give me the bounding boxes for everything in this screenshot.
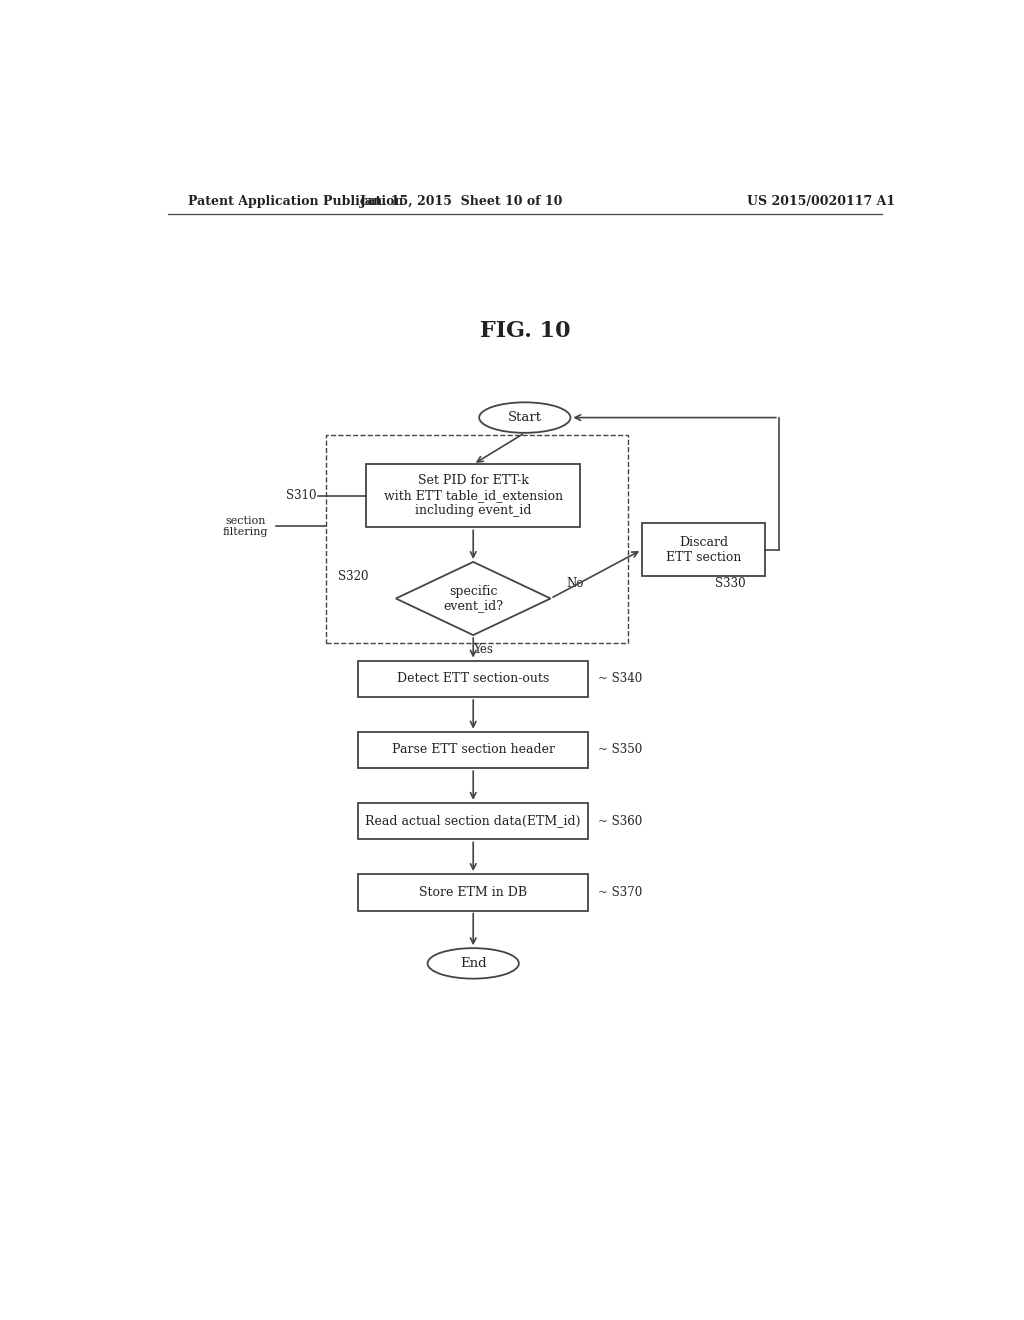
Text: US 2015/0020117 A1: US 2015/0020117 A1 <box>748 194 895 207</box>
Text: S320: S320 <box>338 570 368 583</box>
Text: Detect ETT section-outs: Detect ETT section-outs <box>397 672 549 685</box>
Text: ~ S340: ~ S340 <box>598 672 642 685</box>
Text: No: No <box>566 577 584 590</box>
Text: S330: S330 <box>715 577 745 590</box>
Text: Jan. 15, 2015  Sheet 10 of 10: Jan. 15, 2015 Sheet 10 of 10 <box>359 194 563 207</box>
Bar <box>327 434 628 643</box>
Bar <box>358 731 588 768</box>
Bar <box>367 465 581 528</box>
Text: End: End <box>460 957 486 970</box>
Text: Read actual section data(ETM_id): Read actual section data(ETM_id) <box>366 814 581 828</box>
Text: ~ S360: ~ S360 <box>598 814 642 828</box>
Text: Store ETM in DB: Store ETM in DB <box>419 886 527 899</box>
Text: ~ S370: ~ S370 <box>598 886 642 899</box>
Text: Discard
ETT section: Discard ETT section <box>666 536 741 564</box>
Bar <box>642 523 765 576</box>
Text: S310: S310 <box>286 490 316 503</box>
Text: Yes: Yes <box>473 643 493 656</box>
Text: section
filtering: section filtering <box>222 516 268 537</box>
Text: Set PID for ETT-k
with ETT table_id_extension
including event_id: Set PID for ETT-k with ETT table_id_exte… <box>384 474 563 517</box>
Text: ~ S350: ~ S350 <box>598 743 642 756</box>
Bar <box>358 874 588 911</box>
Bar <box>358 803 588 840</box>
Bar <box>358 660 588 697</box>
Text: specific
event_id?: specific event_id? <box>443 585 503 612</box>
Text: Start: Start <box>508 411 542 424</box>
Text: Parse ETT section header: Parse ETT section header <box>392 743 555 756</box>
Text: FIG. 10: FIG. 10 <box>479 321 570 342</box>
Text: Patent Application Publication: Patent Application Publication <box>187 194 403 207</box>
